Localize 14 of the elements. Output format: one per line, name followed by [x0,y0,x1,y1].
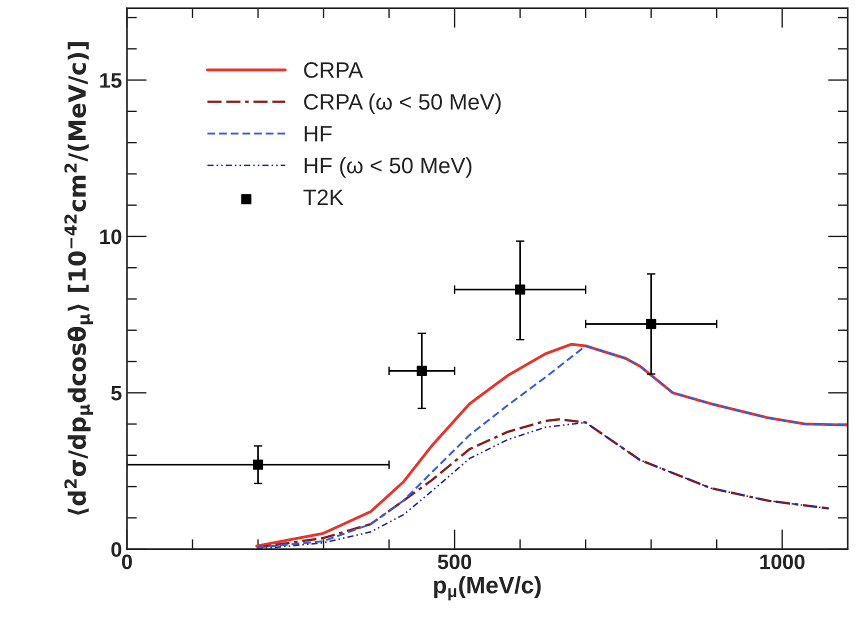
x-tick-label: 1000 [760,554,805,570]
y-tick-label: 5 [111,386,122,401]
legend-label: HF (ω < 50 MeV) [304,157,472,178]
x-axis-title: p$_{μ}$(MeV/c) [434,576,541,600]
x-tick-label: 0 [122,554,132,570]
legend-label: CRPA [304,62,364,78]
legend-label: HF [304,126,332,142]
y-tick-label: 0 [111,542,122,557]
y-tick-label: 15 [100,73,122,88]
x-tick-label: 500 [438,554,472,570]
legend-label: T2K [303,189,344,206]
y-tick-label: 10 [100,229,122,244]
text: ⟨d$^{2}$σ/dp$_{μ}$dcosθ$_{μ}$⟩ [10$^{−42}$cm$^{2}$/(MeV/c)] [64,42,93,515]
legend-label: CRPA (ω < 50 MeV) [304,93,501,114]
